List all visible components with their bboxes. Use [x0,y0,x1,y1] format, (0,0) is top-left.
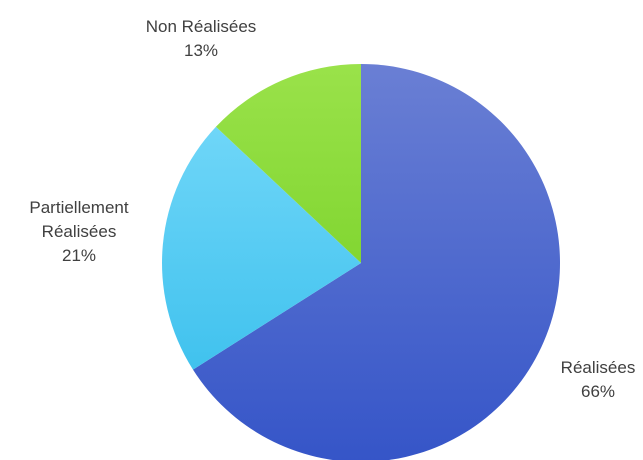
data-label-partiellement-realisees: Partiellement Réalisées 21% [29,198,128,265]
pie-slice-partiellement-realisees [162,126,361,370]
pie-slice-realisees [192,64,560,460]
data-label-realisees: Réalisées 66% [561,358,636,401]
data-label-non-realisees: Non Réalisées 13% [146,17,257,60]
pie-slice-non-realisees [215,64,361,263]
